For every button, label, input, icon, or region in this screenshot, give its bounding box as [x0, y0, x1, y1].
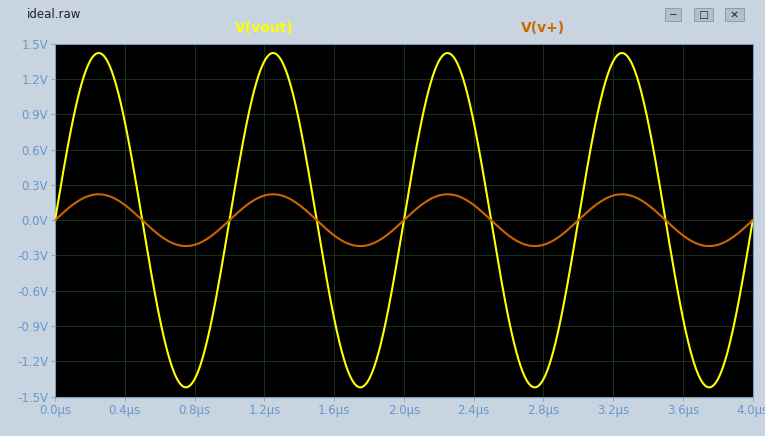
- Text: ─: ─: [667, 10, 679, 20]
- Text: V(v+): V(v+): [522, 20, 565, 35]
- Text: ideal.raw: ideal.raw: [27, 8, 81, 21]
- Text: □: □: [695, 10, 712, 20]
- Text: ✕: ✕: [727, 10, 742, 20]
- Text: V(vout): V(vout): [235, 20, 294, 35]
